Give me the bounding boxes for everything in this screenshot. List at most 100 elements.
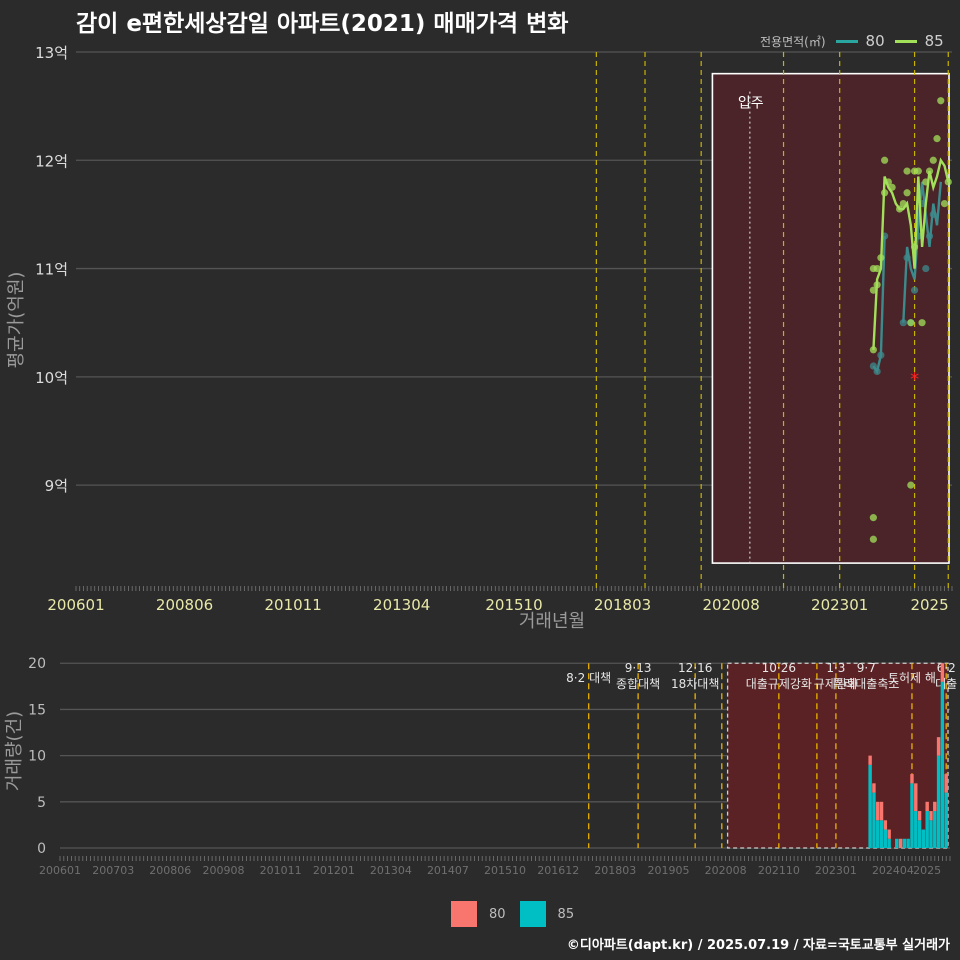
bar-85 (933, 811, 937, 848)
data-point-85 (903, 167, 911, 175)
bar-85 (944, 792, 948, 848)
y-axis-title: 평균가(억원) (6, 272, 27, 369)
data-point-80 (922, 264, 930, 273)
y-tick-label: 11억 (35, 261, 68, 279)
bar-80 (872, 783, 876, 793)
bar-x-tick-label: 201510 (484, 864, 526, 877)
data-point-85 (929, 156, 937, 164)
bar-85 (936, 755, 941, 848)
bar-85 (921, 829, 926, 848)
bar-x-tick-label: 200703 (92, 864, 134, 877)
bar-85 (902, 838, 907, 848)
policy-annotation: 9·7 (857, 661, 876, 675)
bar-80 (940, 663, 945, 682)
bar-y-tick-label: 10 (28, 749, 46, 765)
move-in-label: 입주 (738, 96, 764, 112)
bar-80 (933, 801, 937, 812)
data-point-85 (933, 135, 941, 143)
bar-85 (940, 681, 945, 848)
bar-80 (887, 829, 891, 839)
legend-bottom-label-80: 80 (489, 906, 506, 922)
legend-swatch-80 (835, 39, 858, 43)
bar-x-tick-label: 201201 (313, 864, 355, 877)
data-point-85 (944, 178, 952, 186)
bar-x-tick-label: 201407 (427, 864, 469, 877)
x-tick-label: 201304 (373, 596, 430, 614)
policy-annotation: 규제완화 (814, 677, 858, 691)
data-point-85 (895, 205, 904, 213)
legend-bottom-label-85: 85 (557, 906, 575, 922)
bar-80 (929, 811, 933, 821)
bar-80 (925, 801, 929, 812)
bar-x-tick-label: 201905 (648, 864, 690, 877)
bar-85 (925, 811, 929, 848)
x-tick-label: 200601 (47, 596, 104, 614)
chart-title: 감이 e편한세상감일 아파트(2021) 매매가격 변화 (76, 11, 569, 37)
policy-annotation: 9·13 (625, 661, 652, 675)
bar-x-tick-label: 200601 (39, 864, 81, 877)
data-point-85 (907, 319, 915, 327)
bar-85 (895, 838, 899, 848)
move-in-box (711, 72, 950, 564)
policy-annotation: 18차대책 (671, 676, 719, 691)
data-point-85 (899, 199, 907, 208)
bar-y-axis-title: 거래량(건) (4, 711, 25, 791)
bar-x-minor-ticks (59, 856, 951, 861)
data-point-80 (903, 254, 911, 262)
data-point-85 (869, 535, 877, 543)
data-point-85 (877, 254, 885, 262)
bar-x-tick-label: 201304 (370, 864, 412, 877)
data-point-85 (873, 281, 881, 289)
bar-80 (914, 783, 918, 812)
legend-label-85: 85 (924, 32, 944, 50)
legend-swatch-85 (894, 39, 917, 43)
x-tick-label: 201510 (485, 596, 542, 614)
bar-80 (879, 801, 884, 821)
data-point-80 (929, 210, 937, 219)
data-point-85 (925, 167, 934, 175)
bar-85 (887, 838, 891, 848)
x-axis-title: 거래년월 (519, 611, 585, 632)
x-tick-label: 202008 (702, 596, 759, 614)
policy-annotation: 종합대책 (616, 676, 660, 691)
x-tick-label: 201011 (264, 596, 321, 614)
legend-title: 전용면적(㎡) (760, 34, 826, 49)
data-point-80 (873, 367, 881, 376)
data-point-85 (910, 243, 919, 251)
x-tick-label: 2025 (910, 596, 948, 614)
bar-85 (929, 820, 933, 848)
bar-x-tick-label: 200806 (149, 864, 191, 877)
data-point-85 (881, 189, 889, 197)
bar-80 (898, 838, 903, 848)
bar-80 (936, 737, 941, 756)
bar-80 (868, 755, 872, 765)
data-point-85 (907, 481, 915, 489)
bar-x-tick-label: 202301 (815, 864, 857, 877)
policy-annotation: 6·2 (937, 661, 956, 675)
data-point-80 (899, 319, 907, 327)
data-point-85 (869, 346, 877, 354)
data-point-85 (869, 286, 877, 294)
x-tick-label: 202301 (811, 596, 868, 614)
bar-80 (917, 811, 922, 821)
legend-top: 전용면적(㎡) 80 85 (760, 31, 944, 51)
footer-credit: ©디아파트(dapt.kr) / 2025.07.19 / 자료=국토교통부 실… (566, 938, 950, 953)
bar-x-tick-label: 202110 (758, 864, 800, 877)
policy-annotation: 토허제 해 (888, 671, 936, 685)
data-point-85 (873, 264, 881, 273)
bar-y-tick-label: 15 (28, 702, 46, 718)
bar-85 (914, 811, 918, 848)
data-point-85 (937, 97, 945, 105)
data-point-85 (888, 183, 896, 191)
y-tick-label: 10억 (35, 369, 68, 387)
bar-85 (879, 820, 884, 848)
y-tick-label: 9억 (45, 477, 68, 495)
data-point-80 (910, 286, 919, 294)
y-tick-label: 13억 (35, 44, 68, 62)
data-point-80 (877, 351, 885, 359)
data-point-85 (922, 178, 930, 186)
bar-80 (883, 820, 888, 830)
legend-bottom: 80 85 (451, 901, 588, 927)
bar-85 (872, 792, 876, 848)
